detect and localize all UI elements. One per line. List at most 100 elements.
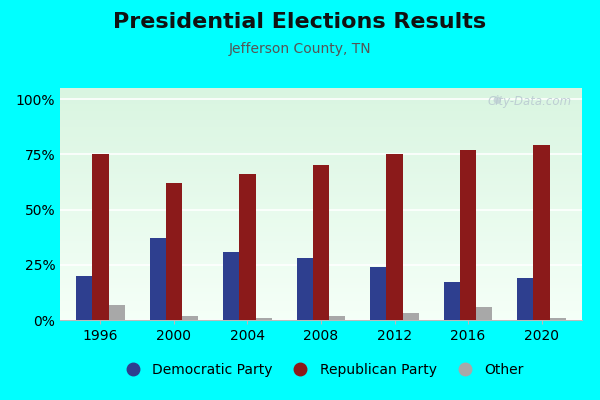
Bar bbox=[60, 230, 582, 232]
Bar bbox=[60, 278, 582, 280]
Bar bbox=[60, 313, 582, 315]
Bar bbox=[60, 276, 582, 278]
Bar bbox=[386, 154, 403, 320]
Bar bbox=[60, 262, 582, 264]
Bar bbox=[60, 290, 582, 292]
Bar bbox=[60, 264, 582, 267]
Bar bbox=[60, 104, 582, 106]
Bar bbox=[444, 282, 460, 320]
Bar bbox=[60, 153, 582, 155]
Bar bbox=[60, 130, 582, 132]
Bar bbox=[476, 307, 493, 320]
Bar bbox=[60, 206, 582, 209]
Bar bbox=[60, 225, 582, 227]
Bar bbox=[60, 144, 582, 146]
Bar bbox=[60, 151, 582, 153]
Bar bbox=[60, 299, 582, 302]
Bar bbox=[60, 269, 582, 271]
Bar bbox=[60, 114, 582, 116]
Bar bbox=[60, 222, 582, 225]
Bar bbox=[60, 128, 582, 130]
Bar bbox=[60, 148, 582, 151]
Bar bbox=[60, 274, 582, 276]
Bar bbox=[60, 97, 582, 100]
Bar bbox=[60, 315, 582, 318]
Bar bbox=[60, 186, 582, 188]
Bar bbox=[60, 164, 582, 167]
Bar bbox=[60, 285, 582, 288]
Bar bbox=[60, 93, 582, 95]
Bar bbox=[60, 178, 582, 181]
Bar bbox=[182, 316, 198, 320]
Bar bbox=[60, 257, 582, 260]
Bar bbox=[60, 176, 582, 178]
Bar bbox=[256, 318, 272, 320]
Bar bbox=[60, 306, 582, 308]
Bar bbox=[60, 169, 582, 172]
Bar bbox=[60, 294, 582, 297]
Bar bbox=[60, 134, 582, 137]
Bar bbox=[60, 158, 582, 160]
Bar bbox=[60, 132, 582, 134]
Bar bbox=[60, 241, 582, 244]
Text: Jefferson County, TN: Jefferson County, TN bbox=[229, 42, 371, 56]
Bar bbox=[60, 162, 582, 164]
Text: City-Data.com: City-Data.com bbox=[487, 95, 572, 108]
Bar bbox=[60, 250, 582, 253]
Bar bbox=[60, 116, 582, 118]
Bar bbox=[60, 211, 582, 213]
Bar bbox=[297, 258, 313, 320]
Bar bbox=[60, 213, 582, 216]
Bar bbox=[60, 118, 582, 120]
Bar bbox=[60, 288, 582, 290]
Bar bbox=[60, 100, 582, 102]
Bar bbox=[403, 313, 419, 320]
Bar bbox=[60, 204, 582, 206]
Bar bbox=[60, 246, 582, 248]
Bar bbox=[239, 174, 256, 320]
Bar bbox=[60, 195, 582, 197]
Bar bbox=[60, 297, 582, 299]
Bar bbox=[60, 141, 582, 144]
Text: ●: ● bbox=[493, 95, 501, 105]
Bar bbox=[60, 155, 582, 158]
Bar bbox=[60, 181, 582, 183]
Bar bbox=[60, 209, 582, 211]
Bar bbox=[60, 218, 582, 220]
Bar bbox=[60, 304, 582, 306]
Bar bbox=[60, 260, 582, 262]
Bar bbox=[60, 236, 582, 239]
Bar bbox=[60, 197, 582, 199]
Bar bbox=[60, 232, 582, 234]
Bar bbox=[60, 120, 582, 123]
Bar bbox=[60, 102, 582, 104]
Bar bbox=[60, 302, 582, 304]
Bar bbox=[370, 267, 386, 320]
Bar bbox=[60, 160, 582, 162]
Bar bbox=[60, 125, 582, 128]
Bar bbox=[60, 220, 582, 222]
Bar bbox=[60, 139, 582, 141]
Bar bbox=[550, 318, 566, 320]
Bar bbox=[60, 283, 582, 285]
Bar bbox=[60, 109, 582, 111]
Bar bbox=[60, 90, 582, 93]
Bar bbox=[60, 106, 582, 109]
Text: Presidential Elections Results: Presidential Elections Results bbox=[113, 12, 487, 32]
Bar bbox=[60, 172, 582, 174]
Bar bbox=[149, 238, 166, 320]
Bar bbox=[60, 234, 582, 236]
Bar bbox=[60, 227, 582, 230]
Bar bbox=[60, 174, 582, 176]
Bar bbox=[60, 308, 582, 311]
Bar bbox=[60, 190, 582, 192]
Bar bbox=[60, 88, 582, 90]
Bar bbox=[60, 111, 582, 114]
Bar bbox=[60, 199, 582, 202]
Bar bbox=[60, 146, 582, 148]
Bar bbox=[60, 216, 582, 218]
Bar bbox=[223, 252, 239, 320]
Bar bbox=[60, 95, 582, 97]
Bar bbox=[60, 248, 582, 250]
Bar bbox=[60, 280, 582, 283]
